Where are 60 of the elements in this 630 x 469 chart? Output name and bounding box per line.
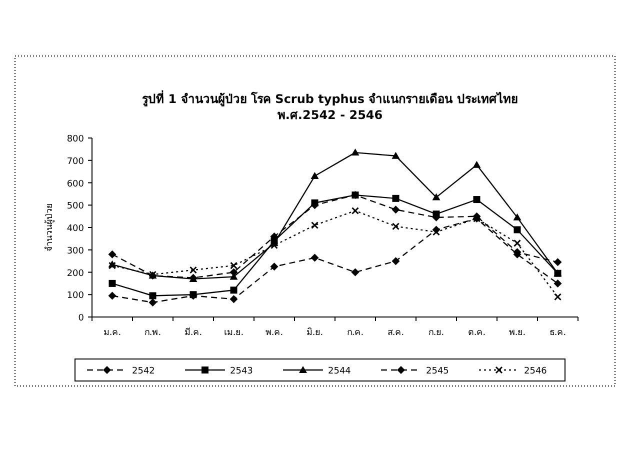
point	[514, 226, 521, 234]
x-tick-label: ต.ค.	[468, 328, 486, 338]
point	[554, 293, 562, 301]
y-tick-label: 500	[66, 202, 84, 212]
point	[392, 222, 400, 230]
point	[473, 196, 480, 204]
point	[392, 206, 400, 214]
point	[270, 262, 278, 271]
y-tick-label: 400	[66, 224, 84, 234]
x-tick-label: พ.ย.	[508, 328, 526, 338]
point	[149, 292, 156, 300]
point	[554, 258, 562, 266]
y-tick-label: 300	[66, 246, 84, 256]
point	[108, 280, 116, 287]
x-tick-label: พ.ค.	[265, 328, 284, 338]
point	[554, 279, 562, 288]
y-tick-label: 800	[66, 134, 84, 144]
legend-label: 2542	[132, 366, 155, 376]
y-tick-label: 200	[66, 268, 84, 279]
point	[190, 266, 197, 274]
point	[513, 213, 522, 220]
x-tick-label: เม.ย.	[224, 328, 244, 338]
point	[230, 286, 238, 294]
x-tick-label: ก.พ.	[144, 328, 162, 338]
legend-label: 2546	[524, 366, 548, 376]
y-tick-label: 600	[66, 179, 84, 190]
point	[472, 160, 481, 168]
y-tick-label: 0	[78, 314, 84, 324]
point	[352, 206, 359, 214]
point	[230, 262, 238, 270]
point	[310, 172, 319, 180]
point	[270, 242, 278, 250]
point	[392, 194, 400, 202]
legend-label: 2545	[426, 366, 449, 376]
x-tick-label: ก.ค.	[346, 328, 364, 338]
point	[148, 298, 157, 306]
point	[108, 292, 116, 300]
point	[351, 268, 360, 276]
x-tick-label: มิ.ย.	[306, 327, 324, 338]
x-tick-label: ธ.ค.	[549, 328, 566, 338]
point	[392, 257, 400, 266]
point	[108, 250, 116, 258]
point	[230, 295, 238, 304]
point	[351, 148, 360, 156]
point	[432, 193, 440, 200]
chart-title: รูปที่ 1 จำนวนผู้ป่วย โรค Scrub typhus จำแนกรายเดือน ประเทศไทย พ.ศ.2542 - 2546	[142, 90, 518, 122]
legend-label: 2543	[230, 366, 253, 376]
point	[432, 228, 440, 236]
y-tick-label: 100	[66, 291, 84, 302]
legend-label: 2544	[328, 366, 352, 376]
point	[311, 222, 318, 230]
x-tick-label: ส.ค.	[387, 328, 404, 338]
y-axis-title: จำนวนผู้ป่วย	[44, 204, 55, 252]
point	[514, 239, 521, 247]
x-tick-label: ม.ค.	[103, 328, 122, 338]
x-tick-label: ก.ย.	[428, 328, 444, 338]
point	[310, 254, 319, 262]
point	[392, 152, 400, 159]
x-tick-label: มี.ค.	[184, 327, 202, 338]
y-tick-label: 700	[66, 156, 84, 167]
